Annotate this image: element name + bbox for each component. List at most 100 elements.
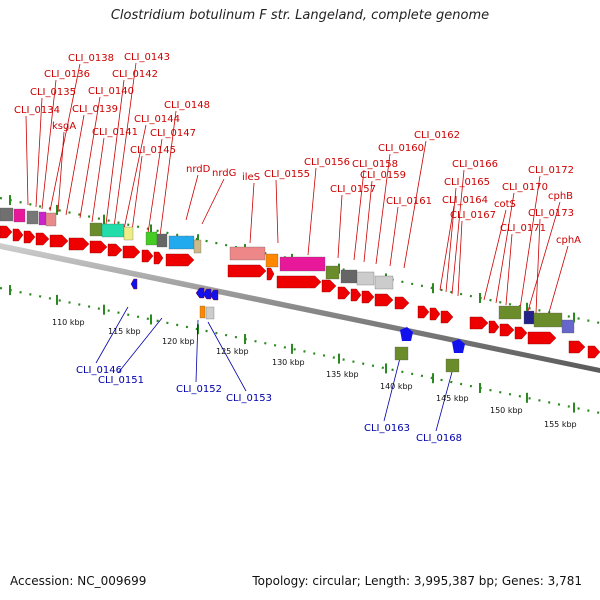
reverse-gene-arrow [400, 327, 413, 341]
forward-label-cli_0144: CLI_0144 [134, 114, 180, 125]
forward-gene-arrow [165, 253, 195, 267]
scale-label: 130 kbp [272, 358, 305, 367]
leader-line [65, 114, 85, 216]
forward-label-cpha: cphA [556, 235, 581, 246]
feature-box [45, 212, 57, 227]
leader-line [275, 179, 279, 244]
genome-backbone [0, 243, 600, 373]
leader-line [35, 97, 43, 208]
leader-line [57, 131, 65, 213]
feature-box [38, 211, 47, 226]
reverse-gene-arrow [452, 339, 465, 353]
scale-label: 120 kbp [162, 337, 195, 346]
feature-box [279, 256, 326, 272]
leader-line [451, 169, 465, 295]
forward-gene-arrow [337, 286, 351, 300]
feature-box [101, 223, 125, 238]
leader-line [495, 192, 515, 304]
forward-label-cli_0147: CLI_0147 [150, 128, 196, 139]
forward-label-cphb: cphB [548, 191, 573, 202]
forward-gene-arrow [417, 305, 430, 319]
leader-line [195, 319, 199, 383]
feature-box [89, 222, 103, 237]
forward-gene-arrow [429, 307, 441, 321]
forward-gene-arrow [394, 296, 410, 310]
forward-gene-arrow [68, 237, 90, 251]
forward-label-cli_0156: CLI_0156 [304, 157, 350, 168]
leader-line [91, 137, 105, 223]
feature-box [523, 310, 535, 325]
forward-label-nrdg: nrdG [212, 168, 236, 179]
gene-features [0, 225, 600, 359]
map-title: Clostridium botulinum F str. Langeland, … [110, 8, 490, 23]
feature-box [394, 346, 409, 361]
feature-box [356, 271, 375, 286]
forward-gene-arrow [227, 264, 267, 278]
forward-label-cli_0167: CLI_0167 [450, 210, 496, 221]
forward-gene-arrow [153, 251, 164, 265]
leader-line [389, 206, 399, 267]
leader-line [505, 233, 513, 306]
forward-label-nrdd: nrdD [186, 164, 211, 175]
accession-text: Accession: NC_009699 [10, 574, 147, 588]
reverse-label-cli_0152: CLI_0152 [176, 384, 222, 395]
forward-gene-arrow [141, 249, 154, 263]
forward-label-cli_0162: CLI_0162 [414, 130, 460, 141]
forward-gene-arrow [0, 225, 13, 239]
forward-gene-arrow [469, 316, 489, 330]
feature-box [145, 231, 158, 246]
leader-line [41, 79, 57, 210]
forward-gene-arrow [514, 326, 528, 340]
forward-label-iles: ileS [242, 172, 260, 183]
forward-gene-arrow [587, 345, 600, 359]
feature-box [374, 275, 394, 290]
feature-box [199, 305, 206, 319]
feature-box [229, 246, 266, 261]
forward-gene-arrow [35, 232, 50, 246]
scale-label: 150 kbp [490, 406, 523, 415]
leader-line [439, 205, 455, 291]
leader-line [131, 155, 143, 232]
feature-box [156, 233, 168, 248]
leader-line [123, 124, 147, 230]
feature-box [205, 306, 215, 320]
feature-box [123, 226, 134, 241]
forward-label-cli_0143: CLI_0143 [124, 52, 170, 63]
forward-label-cli_0141: CLI_0141 [92, 127, 138, 138]
feature-box [26, 210, 39, 225]
leader-line [337, 194, 343, 259]
feature-box [168, 235, 195, 250]
forward-label-cli_0158: CLI_0158 [352, 159, 398, 170]
forward-gene-arrow [23, 230, 36, 244]
leader-line [49, 63, 81, 212]
forward-gene-arrow [361, 290, 375, 304]
leader-line [547, 245, 569, 317]
leader-line [95, 306, 129, 364]
forward-gene-arrow [440, 310, 454, 324]
forward-gene-arrow [568, 340, 586, 354]
forward-label-cli_0145: CLI_0145 [130, 145, 176, 156]
forward-label-cli_0161: CLI_0161 [386, 196, 432, 207]
forward-gene-arrow [499, 323, 515, 337]
forward-label-cli_0157: CLI_0157 [330, 184, 376, 195]
forward-gene-arrow [527, 331, 557, 345]
leader-line [483, 209, 507, 301]
scale-label: 135 kbp [326, 370, 359, 379]
forward-gene-arrow [488, 320, 500, 334]
leader-line [159, 110, 177, 237]
upper-dotted-track [0, 196, 600, 325]
reverse-label-cli_0151: CLI_0151 [98, 375, 144, 386]
forward-label-cli_0136: CLI_0136 [44, 69, 90, 80]
label-leader-lines [25, 62, 569, 432]
forward-label-cli_0148: CLI_0148 [164, 100, 210, 111]
feature-box [533, 312, 563, 328]
reverse-label-cli_0153: CLI_0153 [226, 393, 272, 404]
feature-box [193, 239, 202, 254]
leader-line [201, 178, 225, 225]
feature-boxes [0, 207, 575, 373]
forward-label-cli_0139: CLI_0139 [72, 104, 118, 115]
leader-line [207, 321, 247, 392]
feature-box [340, 269, 358, 284]
forward-label-cli_0164: CLI_0164 [442, 195, 488, 206]
forward-gene-arrow [122, 245, 141, 259]
